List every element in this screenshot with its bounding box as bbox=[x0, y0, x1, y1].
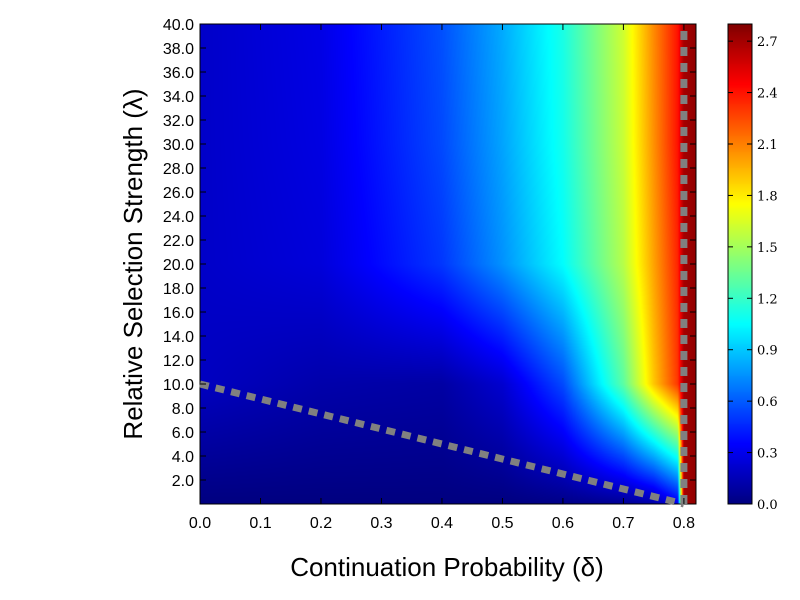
y-tick-label: 4.0 bbox=[172, 449, 194, 466]
colorbar-axis: 0.0 0.3 0.6 0.9 1.2 1.5 1.8 2.1 2.4 2.7 bbox=[728, 35, 778, 513]
x-tick-label: 0.7 bbox=[612, 515, 634, 532]
y-tick-label: 34.0 bbox=[163, 89, 194, 106]
x-tick-label: 0.0 bbox=[189, 515, 211, 532]
y-tick-label: 8.0 bbox=[172, 401, 194, 418]
y-tick-label: 24.0 bbox=[163, 209, 194, 226]
colorbar-tick-label: 1.2 bbox=[757, 292, 778, 307]
x-tick-label: 0.4 bbox=[431, 515, 453, 532]
x-tick-label: 0.1 bbox=[249, 515, 271, 532]
y-axis-title: Relative Selection Strength (λ) bbox=[118, 88, 148, 439]
colorbar-tick-label: 1.5 bbox=[757, 241, 778, 256]
y-tick-label: 16.0 bbox=[163, 305, 194, 322]
y-tick-label: 2.0 bbox=[172, 473, 194, 490]
y-tick-label: 38.0 bbox=[163, 41, 194, 58]
y-tick-label: 12.0 bbox=[163, 353, 194, 370]
x-tick-label: 0.6 bbox=[552, 515, 574, 532]
x-tick-label: 0.8 bbox=[673, 515, 695, 532]
colorbar-tick-label: 2.1 bbox=[757, 138, 778, 153]
colorbar-tick-label: 1.8 bbox=[757, 189, 778, 204]
y-axis: 2.0 4.0 6.0 8.0 10.0 12.0 14.0 16.0 18.0 20.0 22.0… bbox=[163, 17, 696, 490]
colorbar-tick-label: 2.7 bbox=[757, 35, 778, 50]
x-tick-label: 0.3 bbox=[370, 515, 392, 532]
boundary-lines bbox=[199, 24, 688, 508]
heatmap-surface bbox=[200, 24, 696, 504]
y-tick-label: 40.0 bbox=[163, 17, 194, 34]
y-tick-label: 26.0 bbox=[163, 185, 194, 202]
colorbar-tick-label: 0.3 bbox=[757, 447, 778, 462]
x-axis: 0.0 0.1 0.2 0.3 0.4 0.5 0.6 0.7 0.8 bbox=[189, 24, 695, 532]
plot-frame bbox=[199, 23, 753, 505]
y-tick-label: 10.0 bbox=[163, 377, 194, 394]
colorbar-tick-label: 0.9 bbox=[757, 344, 778, 359]
plot-border bbox=[199, 23, 697, 505]
y-tick-label: 22.0 bbox=[163, 233, 194, 250]
colorbar-tick-label: 2.4 bbox=[757, 87, 778, 102]
y-tick-label: 14.0 bbox=[163, 329, 194, 346]
colorbar-gradient bbox=[728, 24, 752, 504]
y-tick-label: 30.0 bbox=[163, 137, 194, 154]
colorbar-tick-label: 0.0 bbox=[757, 498, 778, 513]
y-tick-label: 36.0 bbox=[163, 65, 194, 82]
x-tick-label: 0.2 bbox=[310, 515, 332, 532]
x-tick-label: 0.5 bbox=[491, 515, 513, 532]
colorbar-tick-label: 0.6 bbox=[757, 395, 778, 410]
y-tick-label: 18.0 bbox=[163, 281, 194, 298]
x-axis-title: Continuation Probability (δ) bbox=[290, 552, 604, 582]
y-tick-label: 32.0 bbox=[163, 113, 194, 130]
boundary-line-1 bbox=[199, 380, 685, 508]
colorbar-border bbox=[727, 23, 753, 505]
y-tick-label: 20.0 bbox=[163, 257, 194, 274]
y-tick-label: 6.0 bbox=[172, 425, 194, 442]
y-tick-label: 28.0 bbox=[163, 161, 194, 178]
